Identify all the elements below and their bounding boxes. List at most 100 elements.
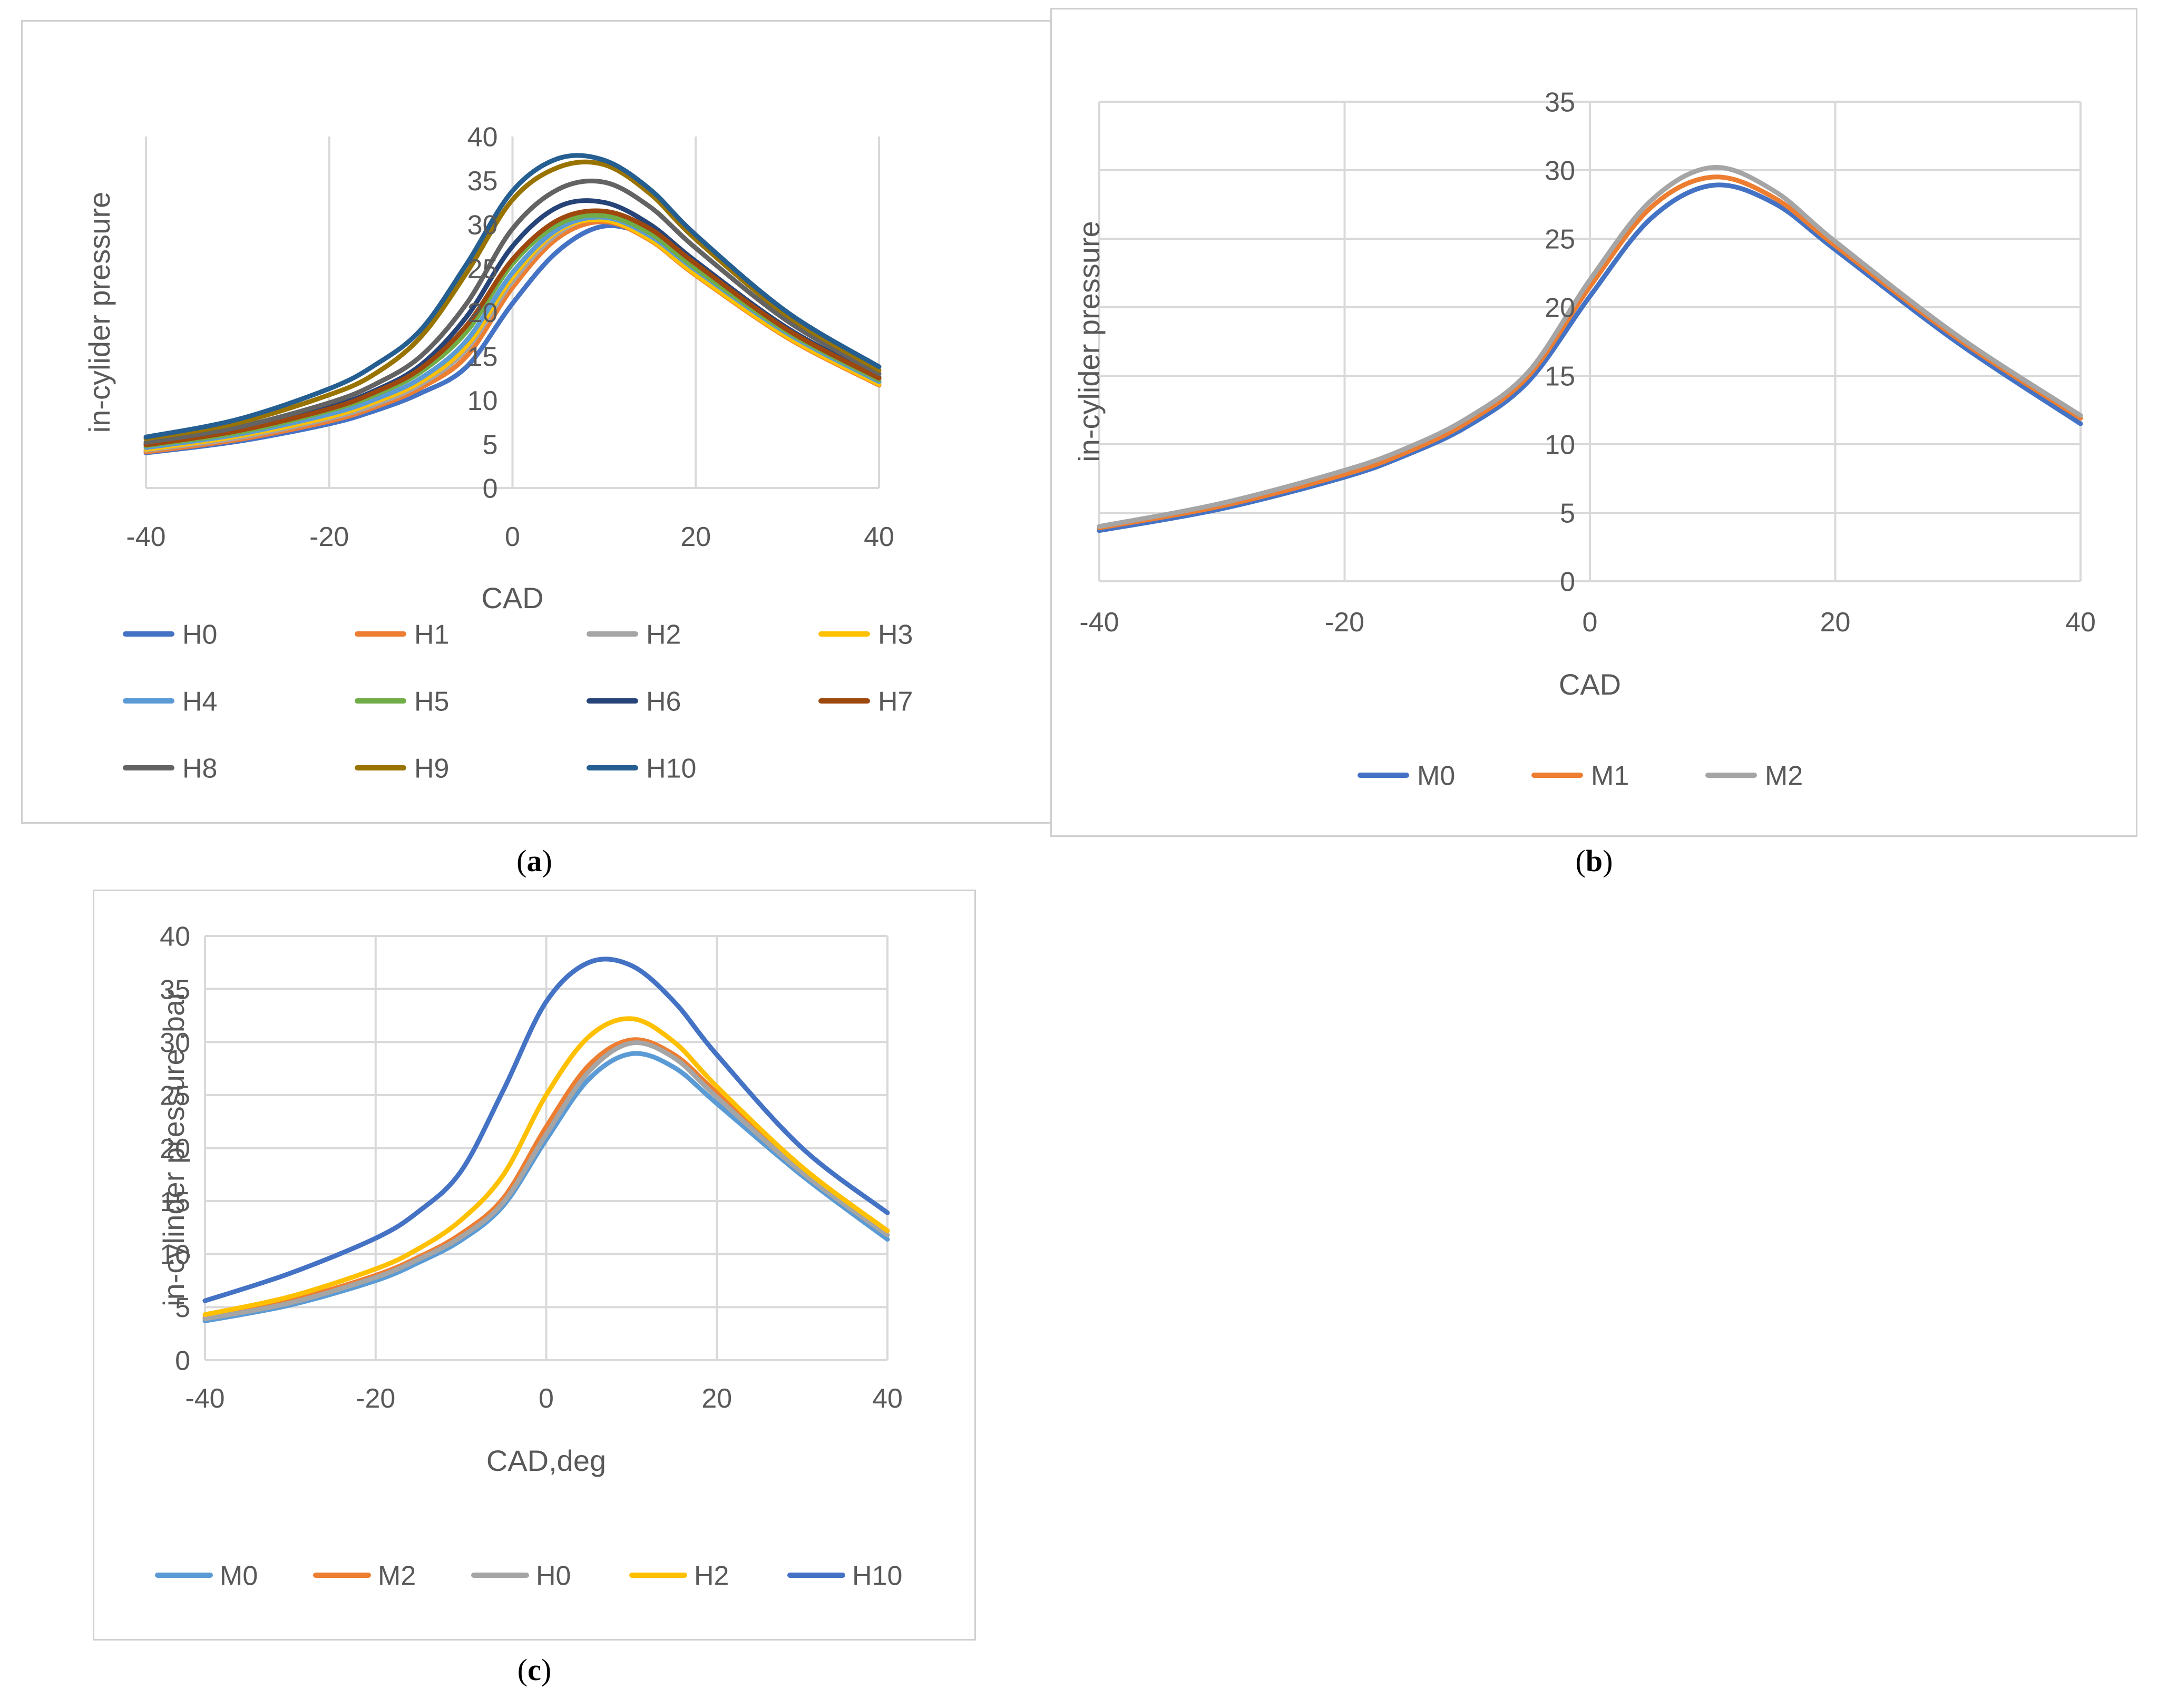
y-tick-label: 30 xyxy=(467,210,498,240)
x-tick-label: 40 xyxy=(872,1383,903,1414)
series-line-h3 xyxy=(143,217,882,452)
y-axis-title: in-cylinder pressure ,bar xyxy=(157,990,190,1306)
y-tick-label: 40 xyxy=(160,922,190,952)
legend-item: H9 xyxy=(355,754,449,784)
y-tick-label: 10 xyxy=(1545,430,1575,461)
chart-panel-c: 0 5 10 15 20 25 30 35 40 -40 -20 0 20 40 CAD,deg in-cyl… xyxy=(93,890,976,1641)
x-tick-label: 40 xyxy=(864,522,894,552)
series-line-h2 xyxy=(202,1016,890,1317)
y-tick-label: 35 xyxy=(467,166,498,197)
y-tick-label: 35 xyxy=(160,974,190,1005)
x-tick-label: -40 xyxy=(126,522,165,552)
legend-item: M0 xyxy=(155,1561,258,1592)
legend-item: H0 xyxy=(123,620,217,650)
y-tick-label: 15 xyxy=(160,1187,190,1217)
series-line-m0 xyxy=(202,1051,890,1323)
y-tick-label: 20 xyxy=(1545,293,1575,324)
legend-label: H5 xyxy=(414,687,449,717)
chart-c-series xyxy=(202,957,890,1323)
x-tick-label: 0 xyxy=(1583,607,1598,638)
y-tick-label: 10 xyxy=(467,386,498,416)
y-tick-label: 35 xyxy=(1545,87,1575,118)
x-axis-title: CAD xyxy=(481,581,543,614)
legend-item: M1 xyxy=(1531,761,1629,792)
legend-item: H8 xyxy=(123,754,217,784)
y-tick-label: 20 xyxy=(160,1134,190,1164)
legend-item: M2 xyxy=(313,1561,416,1592)
legend-label: H6 xyxy=(646,687,681,717)
x-axis-title: CAD xyxy=(1559,668,1621,701)
y-tick-label: 40 xyxy=(467,122,498,153)
legend-label: M1 xyxy=(1591,761,1629,792)
legend-label: H8 xyxy=(182,754,217,784)
legend-label: M2 xyxy=(378,1561,416,1592)
chart-b-gridlines xyxy=(1098,101,2082,582)
series-line-h7 xyxy=(143,208,882,447)
legend-label: M0 xyxy=(220,1561,258,1592)
y-tick-label: 15 xyxy=(1545,362,1575,392)
series-line-h9 xyxy=(143,159,882,442)
chart-panel-b: 0 5 10 15 20 25 30 35 -40 -20 0 20 40 CAD in-cylider p… xyxy=(1050,8,2137,837)
y-tick-label: 0 xyxy=(1560,567,1575,598)
chart-a-legend: H0 H1 H2 H3 H4 H5 H6 H7 H8 H9 H10 xyxy=(123,620,913,784)
y-tick-label: 20 xyxy=(467,298,498,328)
legend-label: M0 xyxy=(1417,761,1455,792)
series-line-m1 xyxy=(1097,174,2083,531)
y-tick-label: 5 xyxy=(175,1293,190,1323)
x-axis-title: CAD,deg xyxy=(486,1444,606,1477)
x-tick-label: -20 xyxy=(309,522,349,552)
series-line-h0 xyxy=(202,1040,890,1321)
y-tick-label: 5 xyxy=(483,430,498,460)
legend-label: H10 xyxy=(852,1561,902,1592)
legend-label: H2 xyxy=(646,620,681,650)
legend-item: H3 xyxy=(818,620,913,650)
chart-c-svg: 0 5 10 15 20 25 30 35 40 -40 -20 0 20 40 CAD,deg in-cyl… xyxy=(155,922,903,1592)
chart-a-series xyxy=(143,153,882,455)
x-tick-label: 20 xyxy=(1820,607,1851,638)
chart-c-legend: M0 M2 H0 H2 H10 xyxy=(155,1561,902,1592)
legend-item: M0 xyxy=(1358,761,1455,792)
y-axis-title: in-cylider pressure xyxy=(1072,221,1106,462)
x-tick-label: -40 xyxy=(1079,607,1119,638)
legend-label: H10 xyxy=(646,754,696,784)
x-tick-label: 0 xyxy=(505,522,520,552)
chart-panel-a: 0 5 10 15 20 25 30 35 40 -40 -20 0 20 40 CAD in-cylider… xyxy=(21,20,1051,824)
series-line-m2 xyxy=(1097,165,2083,529)
y-tick-label: 30 xyxy=(160,1028,190,1058)
caption-c: (c) xyxy=(517,1653,552,1687)
series-line-h10 xyxy=(202,957,890,1303)
chart-a-gridlines xyxy=(145,136,880,489)
y-tick-label: 0 xyxy=(175,1346,190,1377)
y-tick-label: 5 xyxy=(1560,499,1575,529)
legend-item: H2 xyxy=(587,620,681,650)
legend-label: H0 xyxy=(182,620,217,650)
legend-label: H9 xyxy=(414,754,449,784)
x-tick-label: -40 xyxy=(185,1383,224,1414)
chart-a-svg: 0 5 10 15 20 25 30 35 40 -40 -20 0 20 40 CAD in-cylider… xyxy=(83,122,913,784)
chart-b-svg: 0 5 10 15 20 25 30 35 -40 -20 0 20 40 CAD in-cylider p… xyxy=(1072,87,2096,792)
legend-item: M2 xyxy=(1705,761,1803,792)
legend-item: H4 xyxy=(123,687,217,717)
chart-b-legend: M0 M1 M2 xyxy=(1358,761,1803,792)
legend-item: H5 xyxy=(355,687,449,717)
series-line-m0 xyxy=(1097,182,2083,533)
legend-label: M2 xyxy=(1765,761,1803,792)
series-line-h8 xyxy=(143,178,882,445)
y-tick-label: 0 xyxy=(483,474,498,504)
legend-label: H0 xyxy=(536,1561,571,1592)
y-tick-label: 25 xyxy=(467,254,498,285)
legend-label: H2 xyxy=(694,1561,729,1592)
x-tick-label: -20 xyxy=(356,1383,395,1414)
y-axis-title: in-cylider pressure xyxy=(83,192,116,433)
legend-item: H1 xyxy=(355,620,449,650)
legend-item: H0 xyxy=(471,1561,571,1592)
y-tick-label: 30 xyxy=(1545,156,1575,187)
caption-a: (a) xyxy=(516,844,552,878)
y-tick-label: 10 xyxy=(160,1239,190,1270)
y-tick-label: 15 xyxy=(467,342,498,373)
legend-item: H7 xyxy=(818,687,913,717)
legend-label: H1 xyxy=(414,620,449,650)
chart-b-series xyxy=(1097,165,2083,533)
legend-label: H4 xyxy=(182,687,217,717)
y-tick-label: 25 xyxy=(1545,225,1575,255)
